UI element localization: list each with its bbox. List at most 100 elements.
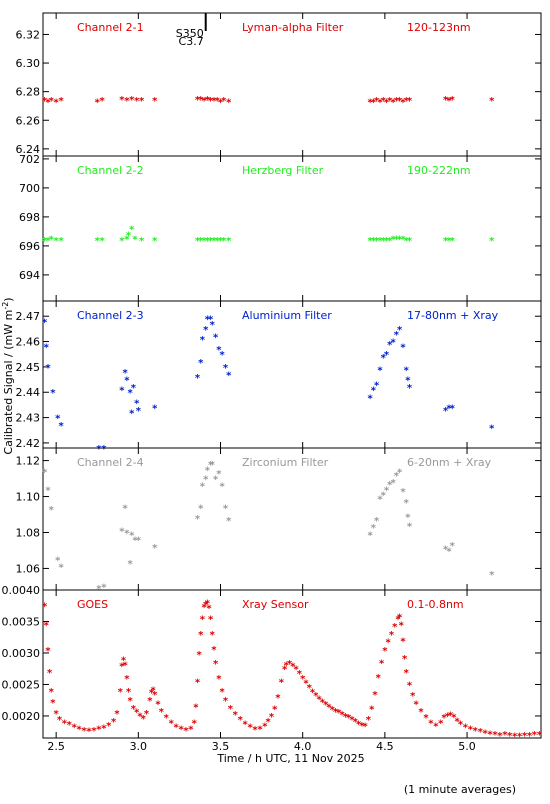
data-point: * — [366, 715, 372, 726]
data-point: * — [131, 383, 137, 394]
data-point: * — [96, 725, 102, 736]
data-point: * — [455, 716, 461, 727]
data-point: * — [423, 713, 429, 724]
data-point: * — [129, 95, 135, 106]
data-point: * — [275, 693, 281, 704]
data-point: * — [118, 687, 124, 698]
data-point: * — [492, 730, 498, 741]
data-point: * — [397, 467, 403, 478]
data-point: * — [208, 614, 214, 625]
data-point: * — [433, 721, 439, 732]
data-point: * — [376, 673, 382, 684]
data-point: * — [91, 726, 97, 737]
data-point: * — [119, 527, 125, 538]
data-point: * — [164, 713, 170, 724]
panel-label: Zirconium Filter — [242, 456, 329, 469]
data-point: * — [213, 475, 219, 486]
data-point: * — [537, 730, 543, 741]
data-point: * — [195, 677, 201, 688]
data-point: * — [371, 98, 377, 109]
data-point: * — [413, 699, 419, 710]
data-point: * — [404, 365, 410, 376]
data-point: * — [149, 688, 155, 699]
data-point: * — [218, 98, 224, 109]
y-tick-label: 2.45 — [16, 361, 41, 374]
data-point: * — [443, 545, 449, 556]
y-tick-label: 700 — [19, 182, 40, 195]
data-point: * — [211, 645, 217, 656]
data-point: * — [343, 712, 349, 723]
data-point: * — [390, 98, 396, 109]
data-point: * — [384, 98, 390, 109]
data-point: * — [45, 98, 51, 109]
data-point: * — [443, 95, 449, 106]
data-point: * — [200, 482, 206, 493]
data-point: * — [42, 96, 48, 107]
data-point: * — [203, 600, 209, 611]
data-point: * — [127, 388, 133, 399]
y-axis-title-close: ) — [2, 297, 15, 301]
data-point: * — [387, 340, 393, 351]
data-point: * — [310, 687, 316, 698]
data-point: * — [216, 345, 222, 356]
data-point: * — [346, 713, 352, 724]
panel-label: 190-222nm — [407, 164, 471, 177]
data-point: * — [205, 95, 211, 106]
data-point: * — [201, 602, 207, 613]
y-tick-label: 2.43 — [16, 412, 41, 425]
data-point: * — [404, 498, 410, 509]
y-tick-label: 0.0035 — [2, 615, 41, 628]
data-point: * — [381, 491, 387, 502]
data-point: * — [101, 444, 107, 455]
panel-4: 1.06 1.08 1.10 1.12 Channel 2-4 Zirconium Fil… — [16, 447, 542, 595]
data-point: * — [101, 582, 107, 593]
data-point: * — [404, 96, 410, 107]
x-tick-label: 2.5 — [47, 740, 65, 753]
data-point: * — [407, 521, 413, 532]
data-point: * — [47, 668, 53, 679]
data-point: * — [136, 536, 142, 547]
data-point: * — [42, 317, 48, 328]
data-point: * — [96, 444, 102, 455]
data-point: * — [137, 711, 143, 722]
data-point: * — [349, 715, 355, 726]
data-point: * — [502, 730, 508, 741]
data-point: * — [397, 96, 403, 107]
data-point: * — [49, 235, 55, 246]
panel-label: Xray Sensor — [242, 598, 309, 611]
data-point: * — [155, 699, 161, 710]
data-point: * — [205, 236, 211, 247]
data-point: * — [407, 383, 413, 394]
data-point: * — [243, 720, 249, 731]
data-point: * — [220, 687, 226, 698]
data-point: * — [382, 646, 388, 657]
data-point: * — [262, 721, 268, 732]
data-point: * — [169, 718, 175, 729]
y-tick-label: 0.0030 — [2, 647, 41, 660]
data-point: * — [124, 235, 130, 246]
data-point: * — [72, 723, 78, 734]
averaging-footnote: (1 minute averages) — [404, 783, 516, 796]
panel-3: 2.42 2.43 2.44 2.45 2.46 2.47 Channel 2-3 Alumi… — [16, 300, 542, 455]
data-point: * — [159, 707, 165, 718]
panel-5: 0.0020 0.0025 0.0030 0.0035 0.0040 GOES Xray S… — [2, 584, 543, 742]
panel-label: Aluminium Filter — [242, 309, 332, 322]
data-point: * — [174, 723, 180, 734]
data-point: * — [208, 236, 214, 247]
data-point: * — [400, 343, 406, 354]
data-point: * — [228, 704, 234, 715]
data-point: * — [95, 98, 101, 109]
data-point: * — [374, 381, 380, 392]
data-point: * — [363, 721, 369, 732]
data-point: * — [290, 662, 296, 673]
panel-label: GOES — [77, 598, 108, 611]
data-point: * — [67, 720, 73, 731]
panels-group: 6.24 6.26 6.28 6.30 6.32 Channel 2-1 Lyman-alp… — [2, 12, 543, 742]
data-point: * — [119, 386, 125, 397]
data-point: * — [307, 683, 313, 694]
data-point: * — [353, 717, 359, 728]
data-point: * — [106, 721, 112, 732]
data-point: * — [134, 96, 140, 107]
y-axis-title: Calibrated Signal / (mW m-2) — [1, 297, 15, 454]
